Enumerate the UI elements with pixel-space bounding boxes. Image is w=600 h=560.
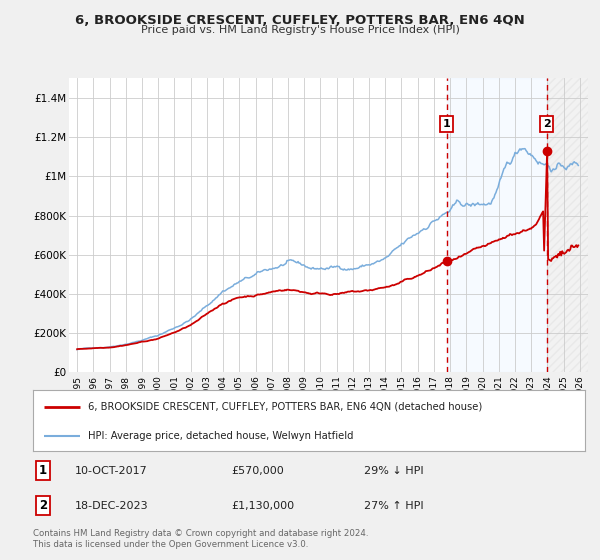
Text: 6, BROOKSIDE CRESCENT, CUFFLEY, POTTERS BAR, EN6 4QN (detached house): 6, BROOKSIDE CRESCENT, CUFFLEY, POTTERS … bbox=[88, 402, 482, 412]
Text: Contains HM Land Registry data © Crown copyright and database right 2024.: Contains HM Land Registry data © Crown c… bbox=[33, 529, 368, 538]
Text: £570,000: £570,000 bbox=[232, 466, 284, 475]
Text: 2: 2 bbox=[543, 119, 551, 129]
Bar bbox=[547, 78, 588, 372]
Text: HPI: Average price, detached house, Welwyn Hatfield: HPI: Average price, detached house, Welw… bbox=[88, 431, 354, 441]
Text: 2: 2 bbox=[39, 499, 47, 512]
Text: 10-OCT-2017: 10-OCT-2017 bbox=[74, 466, 147, 475]
Text: Price paid vs. HM Land Registry's House Price Index (HPI): Price paid vs. HM Land Registry's House … bbox=[140, 25, 460, 35]
Text: 29% ↓ HPI: 29% ↓ HPI bbox=[364, 466, 424, 475]
Text: £1,130,000: £1,130,000 bbox=[232, 501, 295, 511]
Text: 6, BROOKSIDE CRESCENT, CUFFLEY, POTTERS BAR, EN6 4QN: 6, BROOKSIDE CRESCENT, CUFFLEY, POTTERS … bbox=[75, 14, 525, 27]
Text: 27% ↑ HPI: 27% ↑ HPI bbox=[364, 501, 424, 511]
Text: 18-DEC-2023: 18-DEC-2023 bbox=[74, 501, 148, 511]
Text: This data is licensed under the Open Government Licence v3.0.: This data is licensed under the Open Gov… bbox=[33, 540, 308, 549]
Text: 1: 1 bbox=[443, 119, 451, 129]
Text: 1: 1 bbox=[39, 464, 47, 477]
Bar bbox=[446, 78, 547, 372]
